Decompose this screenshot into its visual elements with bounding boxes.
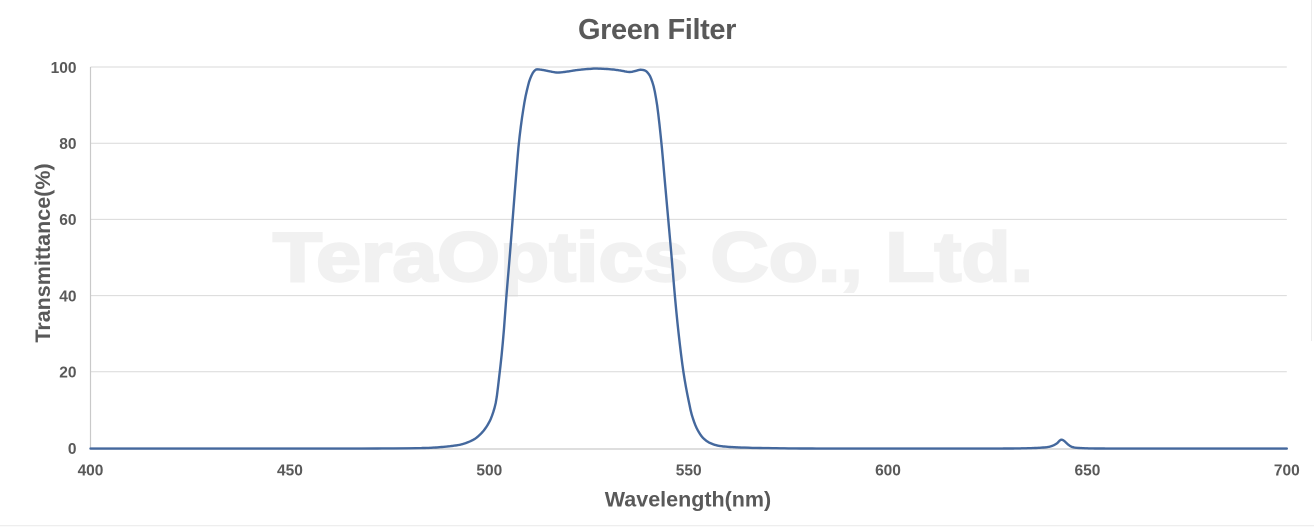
svg-text:TeraOptics Co., Ltd.: TeraOptics Co., Ltd. — [273, 218, 1033, 296]
svg-text:80: 80 — [59, 136, 76, 153]
svg-text:Green Filter: Green Filter — [578, 14, 736, 46]
svg-text:Transmittance(%): Transmittance(%) — [31, 163, 55, 342]
svg-text:550: 550 — [676, 462, 702, 479]
svg-text:600: 600 — [875, 462, 901, 479]
svg-text:650: 650 — [1074, 462, 1100, 479]
svg-text:40: 40 — [59, 288, 76, 305]
svg-text:700: 700 — [1274, 462, 1300, 479]
svg-text:0: 0 — [68, 441, 77, 458]
svg-text:20: 20 — [59, 365, 76, 382]
svg-text:400: 400 — [78, 462, 104, 479]
svg-text:450: 450 — [277, 462, 303, 479]
svg-text:60: 60 — [59, 212, 76, 229]
svg-text:100: 100 — [51, 60, 77, 77]
svg-text:500: 500 — [476, 462, 502, 479]
svg-text:Wavelength(nm): Wavelength(nm) — [605, 488, 771, 512]
